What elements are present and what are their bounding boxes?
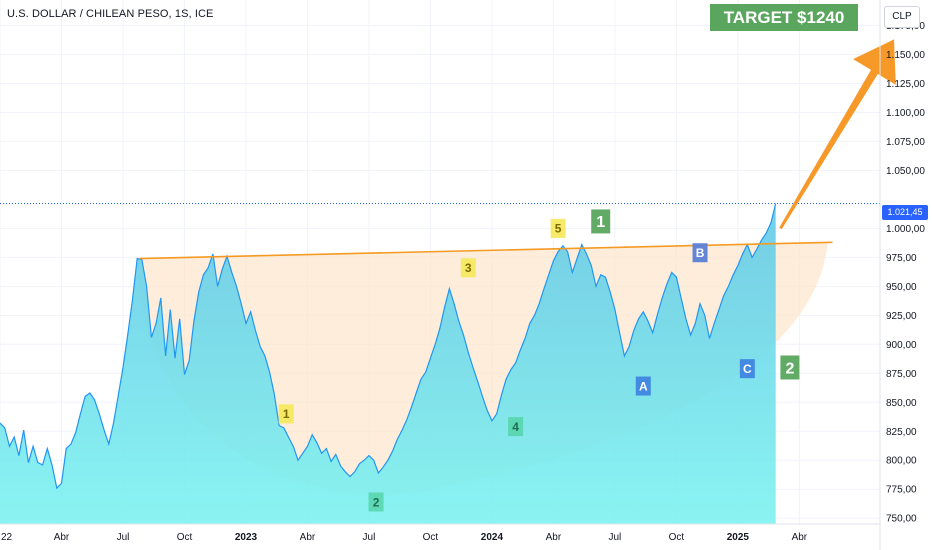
y-tick-label: 850,00 [886, 398, 917, 409]
y-tick-label: 800,00 [886, 456, 917, 467]
wave-label-box [368, 492, 384, 512]
y-tick-label: 825,00 [886, 427, 917, 438]
wave-label-box [278, 404, 294, 424]
wave-label-B: B [692, 243, 708, 263]
wave-label-2: 2 [368, 492, 384, 512]
y-tick-label: 975,00 [886, 253, 917, 264]
y-tick-label: 950,00 [886, 282, 917, 293]
wave-label-text: 2 [373, 495, 380, 509]
wave-label-5: 5 [550, 218, 566, 238]
cup-pattern-fill [138, 242, 828, 497]
wave-label-text: 4 [512, 420, 519, 434]
wave-label-box [739, 359, 755, 379]
y-tick-label: 775,00 [886, 485, 917, 496]
wave-label-text: C [743, 362, 752, 376]
x-tick-label: 2025 [727, 532, 750, 543]
y-tick-label: 1.100,00 [886, 108, 925, 119]
wave-label-3: 3 [460, 258, 476, 278]
x-tick-label: 22 [1, 532, 13, 543]
wave-label-box [508, 417, 524, 437]
x-tick-label: 2024 [481, 532, 504, 543]
y-tick-label: 900,00 [886, 340, 917, 351]
wave-label-text: 5 [555, 222, 562, 236]
x-tick-label: Abr [300, 532, 316, 543]
symbol-title: U.S. DOLLAR / CHILEAN PESO, 1S, ICE [7, 8, 214, 20]
wave-label-text: 1 [596, 214, 605, 231]
last-price-badge: 1.021,45 [882, 205, 928, 220]
wave-label-4: 4 [508, 417, 524, 437]
target-label: TARGET $1240 [710, 4, 858, 31]
wave-label-C: C [739, 359, 755, 379]
wave-label-text: 1 [283, 407, 290, 421]
y-tick-label: 875,00 [886, 369, 917, 380]
wave-label-text: 3 [465, 261, 472, 275]
x-tick-label: Jul [363, 532, 376, 543]
arrow-shape [779, 39, 896, 230]
y-tick-label: 1.000,00 [886, 224, 925, 235]
price-axis[interactable]: 1.175,001.150,001.125,001.100,001.075,00… [886, 21, 925, 525]
x-tick-label: Oct [669, 532, 685, 543]
y-tick-label: 750,00 [886, 514, 917, 525]
neckline-trendline[interactable] [139, 241, 833, 260]
x-tick-label: Oct [423, 532, 439, 543]
x-tick-label: Jul [609, 532, 622, 543]
x-tick-label: Abr [546, 532, 562, 543]
target-arrow [779, 39, 896, 230]
wave-label-2: 2 [780, 355, 800, 380]
wave-label-1: 1 [591, 209, 611, 234]
wave-label-box [591, 209, 611, 234]
wave-label-box [692, 243, 708, 263]
wave-labels: 1 2 3 4 5 1 A B C 2 [278, 209, 800, 512]
wave-label-A: A [635, 376, 651, 396]
wave-label-box [635, 376, 651, 396]
wave-label-text: 2 [785, 360, 794, 377]
time-axis[interactable]: 22 Abr Jul Oct 2023 Abr Jul Oct 2024 Abr Jul Oct 202… [1, 532, 808, 543]
wave-label-1: 1 [278, 404, 294, 424]
y-tick-label: 925,00 [886, 311, 917, 322]
wave-label-box [460, 258, 476, 278]
y-tick-label: 1.075,00 [886, 137, 925, 148]
price-line-series [0, 203, 777, 490]
wave-label-box [780, 355, 800, 380]
x-tick-label: Oct [177, 532, 193, 543]
x-tick-label: 2023 [235, 532, 258, 543]
x-tick-label: Abr [792, 532, 808, 543]
wave-label-text: A [639, 379, 648, 393]
y-tick-label: 1.125,00 [886, 79, 925, 90]
x-tick-label: Jul [117, 532, 130, 543]
y-tick-label: 1.150,00 [886, 50, 925, 61]
wave-label-box [550, 218, 566, 238]
price-area-fill [0, 203, 776, 524]
currency-button[interactable]: CLP [884, 6, 920, 28]
wave-label-text: B [696, 246, 705, 260]
y-tick-label: 1.050,00 [886, 166, 925, 177]
x-tick-label: Abr [54, 532, 70, 543]
